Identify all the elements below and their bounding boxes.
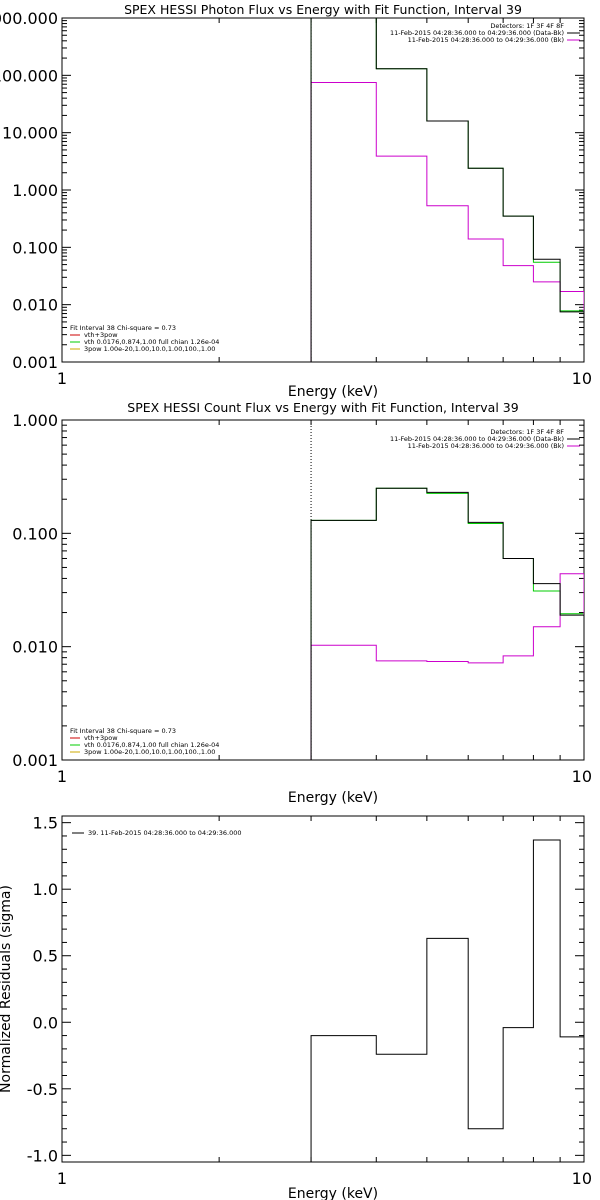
series-bk	[310, 573, 584, 760]
legend-top-right-entry: 11-Feb-2015 04:28:36.000 to 04:29:36.000…	[390, 29, 564, 37]
y-tick-label: 0.010	[12, 638, 58, 657]
y-tick-label: 1.0	[33, 880, 58, 899]
legend-bottom-left-entry: vth 0.0176,0.874,1.00 full chian 1.26e-0…	[84, 741, 219, 749]
legend-bottom-left-entry: vth 0.0176,0.874,1.00 full chian 1.26e-0…	[84, 338, 219, 346]
y-tick-label: 0.001	[12, 751, 58, 770]
plot-frame	[61, 17, 585, 363]
legend-bottom-left-entry: vth+3pow	[84, 734, 118, 742]
y-tick-label: 0.010	[12, 296, 58, 315]
y-tick-label: -0.5	[27, 1080, 58, 1099]
y-tick-label: 0.100	[12, 524, 58, 543]
series-data-bk	[310, 487, 584, 760]
legend-bottom-left-entry: 3pow 1.00e-20,1.00,10.0,1.00,100.,1.00	[84, 748, 215, 756]
x-tick-label: 1	[57, 767, 67, 786]
legend-bottom-left-entry: Fit Interval 38 Chi-square = 0.73	[70, 727, 176, 735]
y-tick-label: 1.000	[12, 411, 58, 430]
x-tick-label: 10	[572, 767, 592, 786]
series-group	[310, 18, 584, 362]
series-data-bk	[310, 18, 584, 362]
y-tick-label: 100.000	[0, 66, 58, 85]
x-axis-label: Energy (keV)	[288, 790, 378, 806]
series-bk	[310, 82, 584, 362]
y-tick-label: 1.000	[12, 181, 58, 200]
y-tick-label: 0.0	[33, 1013, 58, 1032]
y-tick-label: 10.000	[2, 124, 58, 143]
panel-3: 1 10 -1.0 -0.5 0.0 0.5 1.0 1.5 Energy (keV) Norma…	[0, 814, 592, 1200]
series-vth	[310, 487, 584, 760]
legend-top-right-entry: 11-Feb-2015 04:28:36.000 to 04:29:36.000…	[390, 435, 564, 443]
x-axis-label: Energy (keV)	[288, 1186, 378, 1200]
x-tick-label: 10	[572, 1169, 592, 1188]
y-tick-label: 000.000	[0, 9, 58, 28]
series-group	[310, 487, 584, 760]
x-tick-label: 1	[57, 369, 67, 388]
legend-top-right-entry: 11-Feb-2015 04:28:36.000 to 04:29:36.000…	[408, 442, 564, 450]
legend-top-right-entry: Detectors: 1F 3F 4F 8F	[490, 22, 564, 30]
series-residuals	[310, 839, 584, 1162]
plot-frame	[61, 419, 585, 761]
y-tick-label: 0.5	[33, 947, 58, 966]
legend-top-left-entry: 39. 11-Feb-2015 04:28:36.000 to 04:29:36…	[88, 829, 241, 837]
chart-title: SPEX HESSI Photon Flux vs Energy with Fi…	[124, 2, 522, 17]
legend-top-right-entry: Detectors: 1F 3F 4F 8F	[490, 428, 564, 436]
legend-bottom-left-entry: 3pow 1.00e-20,1.00,10.0,1.00,100.,1.00	[84, 345, 215, 353]
y-tick-label: -1.0	[27, 1146, 58, 1165]
y-tick-label: 0.100	[12, 238, 58, 257]
panel-1: 1 10 0.001 0.010 0.100 1.000 10.000 100.000 000.…	[0, 2, 592, 400]
plot-frame	[61, 815, 585, 1163]
y-tick-label: 1.5	[33, 814, 58, 833]
legend-top-right-entry: 11-Feb-2015 04:28:36.000 to 04:29:36.000…	[408, 36, 564, 44]
legend-bottom-left-entry: vth+3pow	[84, 331, 118, 339]
panel-2: 1 10 0.001 0.010 0.100 1.000 SPEX HESSI Count …	[12, 400, 592, 806]
series-group	[310, 839, 584, 1162]
legend-bottom-left-entry: Fit Interval 38 Chi-square = 0.73	[70, 324, 176, 332]
x-tick-label: 1	[57, 1169, 67, 1188]
y-tick-label: 0.001	[12, 353, 58, 372]
y-axis-label: Normalized Residuals (sigma)	[0, 885, 14, 1093]
x-tick-label: 10	[572, 369, 592, 388]
x-axis-label: Energy (keV)	[288, 384, 378, 400]
chart-title: SPEX HESSI Count Flux vs Energy with Fit…	[127, 400, 518, 415]
series-vth	[310, 18, 584, 362]
